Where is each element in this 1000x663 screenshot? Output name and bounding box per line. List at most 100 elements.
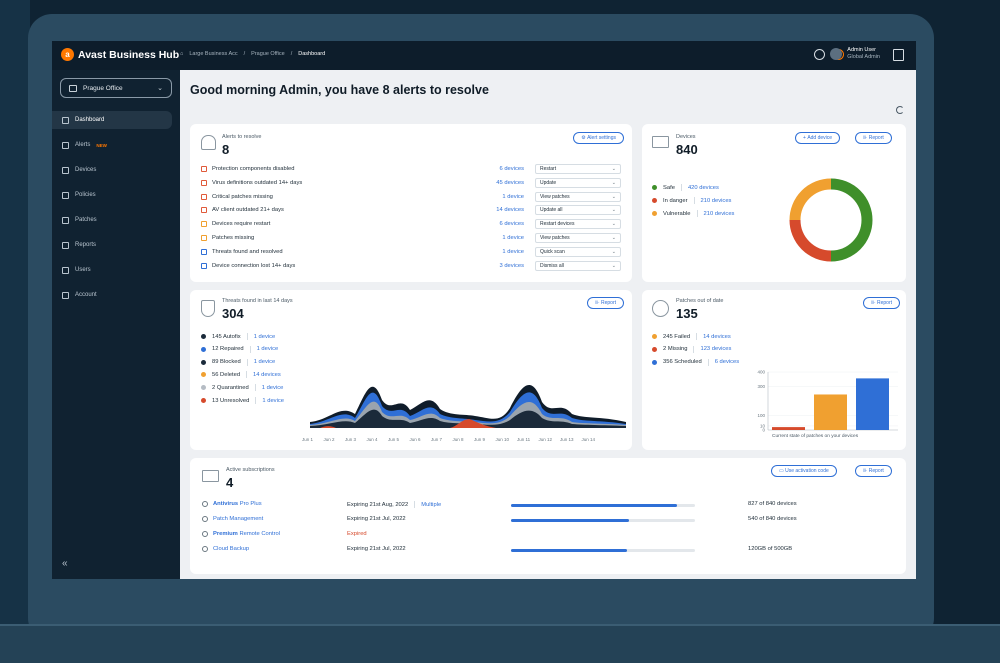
subscription-name-link[interactable]: Patch Management	[213, 516, 264, 522]
alert-action-select[interactable]: Update ⌄	[535, 177, 621, 188]
alerts-count: 8	[222, 142, 230, 157]
alert-row: Protection components disabled	[201, 166, 531, 172]
subscription-multiple-link[interactable]: Multiple	[421, 501, 442, 508]
alert-action-select[interactable]: View patches ⌄	[535, 191, 621, 202]
alert-devices-link[interactable]: 1 device	[502, 235, 524, 241]
alert-row: Critical patches missing	[201, 193, 531, 200]
collapse-sidebar-icon[interactable]: «	[62, 558, 68, 569]
alert-action-select[interactable]: Quick scan ⌄	[535, 246, 621, 257]
use-activation-code-button[interactable]: ▭ Use activation code	[771, 465, 837, 477]
threat-devices-link[interactable]: 1 device	[253, 359, 276, 366]
alert-settings-button[interactable]: ⚙ Alert settings	[573, 132, 624, 144]
x-tick-label: Jun 14	[581, 437, 596, 442]
chevron-down-icon: ⌄	[157, 85, 163, 92]
crumb-home-icon[interactable]: ⌂	[180, 51, 184, 57]
sidebar-item-alerts[interactable]: Alerts NEW	[52, 136, 172, 154]
user-icon	[62, 266, 69, 274]
subscription-name-link[interactable]: Antivirus Pro Plus	[213, 501, 262, 507]
chevron-down-icon: ⌄	[611, 179, 616, 186]
refresh-icon[interactable]	[896, 106, 904, 114]
office-icon	[69, 84, 77, 92]
bar-missing	[772, 427, 805, 430]
sidebar-item-dashboard[interactable]: Dashboard	[52, 111, 172, 129]
sidebar-item-devices[interactable]: Devices	[52, 161, 172, 179]
crumb-account[interactable]: Large Business Acc	[189, 51, 238, 57]
alert-action-select[interactable]: Update all ⌄	[535, 205, 621, 216]
patches-report-button[interactable]: ⊪ Report	[863, 297, 900, 309]
help-book-icon[interactable]	[893, 49, 904, 61]
threat-row: 12 Repaired 1 device	[201, 345, 279, 353]
patches-count: 135	[676, 306, 698, 321]
patch-devices-link[interactable]: 123 devices	[700, 346, 732, 353]
patch-dot	[652, 346, 657, 352]
alert-row: Threats found and resolved	[201, 248, 531, 255]
alert-label: Patches missing	[212, 235, 255, 241]
threat-dot	[201, 359, 206, 365]
policies-icon	[62, 191, 69, 199]
devices-card: Devices 840 + Add device ⊪ Report Safe 4…	[642, 124, 906, 282]
alert-devices-link[interactable]: 45 devices	[496, 179, 524, 186]
device-status-link[interactable]: 210 devices	[703, 210, 735, 217]
threat-row: 89 Blocked 1 device	[201, 358, 276, 366]
chevron-down-icon: ⌄	[611, 262, 616, 269]
subscription-name-link[interactable]: Cloud Backup	[213, 546, 250, 552]
add-device-button[interactable]: + Add device	[795, 132, 841, 144]
threats-report-button[interactable]: ⊪ Report	[587, 297, 624, 309]
subscription-usage-fill	[511, 549, 627, 552]
chevron-down-icon: ⌄	[611, 193, 616, 200]
bar-failed	[814, 394, 847, 430]
subscriptions-report-button[interactable]: ⊪ Report	[855, 465, 892, 477]
alert-devices-link[interactable]: 3 devices	[499, 262, 525, 269]
device-status-row: Vulnerable 210 devices	[652, 210, 734, 217]
key-icon: ▭	[779, 468, 786, 474]
x-tick-label: Jun 4	[366, 437, 378, 442]
sidebar-item-users[interactable]: Users	[52, 261, 172, 279]
app-logo[interactable]: a Avast Business Hub	[61, 48, 179, 61]
office-selector[interactable]: Prague Office ⌄	[60, 78, 172, 98]
alert-action-select[interactable]: Dismiss all ⌄	[535, 260, 621, 271]
subscription-row: Premium Remote Control	[202, 531, 280, 537]
threat-row: 56 Deleted 14 devices	[201, 371, 281, 379]
threat-devices-link[interactable]: 1 device	[262, 397, 284, 404]
device-status-link[interactable]: 210 devices	[700, 197, 732, 204]
devices-count: 840	[676, 142, 698, 157]
threat-devices-link[interactable]: 1 device	[261, 384, 284, 391]
sidebar-item-account[interactable]: Account	[52, 286, 172, 304]
alert-action-select[interactable]: Restart ⌄	[535, 164, 621, 174]
sidebar-item-patches[interactable]: Patches	[52, 211, 172, 229]
subscription-name-link[interactable]: Premium Remote Control	[213, 531, 281, 537]
patch-devices-link[interactable]: 14 devices	[703, 333, 731, 340]
alert-action-select[interactable]: Restart devices ⌄	[535, 219, 621, 230]
sidebar: Prague Office ⌄ Dashboard Alerts NEW Devi…	[52, 70, 180, 579]
alert-devices-link[interactable]: 6 devices	[499, 221, 525, 228]
breadcrumb: ⌂ Large Business Acc / Prague Office / D…	[180, 51, 326, 57]
devices-report-button[interactable]: ⊪ Report	[855, 132, 892, 144]
user-menu[interactable]: Admin User Global Admin	[830, 47, 880, 61]
patch-devices-link[interactable]: 6 devices	[714, 359, 740, 366]
threat-label: 89 Blocked	[212, 359, 241, 366]
threat-devices-link[interactable]: 14 devices	[253, 371, 281, 378]
alert-label: Critical patches missing	[212, 193, 273, 200]
device-status-row: Safe 420 devices	[652, 184, 719, 191]
sidebar-item-policies[interactable]: Policies	[52, 186, 172, 204]
x-tick-label: Jun 9	[474, 437, 486, 442]
subscription-usage-fill	[511, 504, 677, 507]
device-status-link[interactable]: 420 devices	[687, 184, 719, 191]
alert-devices-link[interactable]: 1 device	[502, 193, 524, 200]
alert-row: Patches missing	[201, 235, 531, 241]
threats-stream-chart	[310, 385, 626, 428]
threat-devices-link[interactable]: 1 device	[253, 333, 276, 340]
alert-devices-link[interactable]: 14 devices	[496, 207, 524, 214]
crumb-office[interactable]: Prague Office	[251, 51, 285, 57]
threat-devices-link[interactable]: 1 device	[256, 346, 279, 353]
x-tick-label: Jun 3	[345, 437, 357, 442]
devices-title: Devices	[676, 134, 696, 140]
alert-action-select[interactable]: View patches ⌄	[535, 233, 621, 243]
settings-gear-icon[interactable]	[814, 49, 825, 60]
subscriptions-title: Active subscriptions	[226, 467, 275, 473]
subscription-usage-fill	[511, 519, 629, 522]
alert-devices-link[interactable]: 1 device	[502, 248, 524, 255]
patches-card: Patches out of date 135 ⊪ Report 245 Fai…	[642, 290, 906, 450]
alert-devices-link[interactable]: 6 devices	[499, 166, 525, 172]
sidebar-item-reports[interactable]: Reports	[52, 236, 172, 254]
